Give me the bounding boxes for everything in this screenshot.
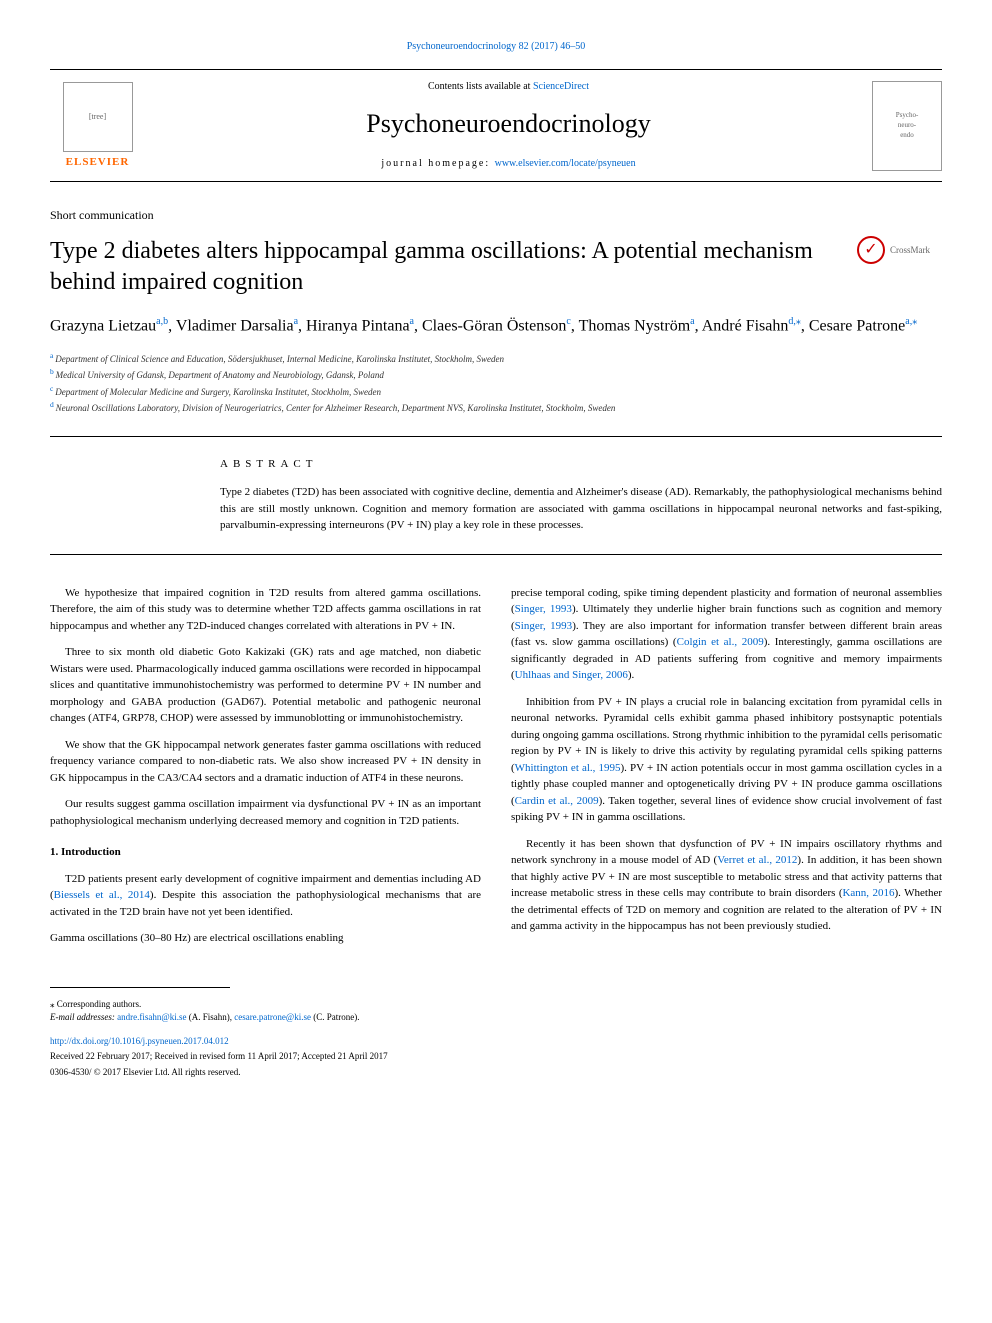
authors-list: Grazyna Lietzaua,b, Vladimer Darsaliaa, … xyxy=(50,314,942,338)
crossmark-icon: ✓ xyxy=(857,236,885,264)
doi-link[interactable]: http://dx.doi.org/10.1016/j.psyneuen.201… xyxy=(50,1035,942,1048)
body-paragraph: Three to six month old diabetic Goto Kak… xyxy=(50,644,481,727)
citation[interactable]: Colgin et al., 2009 xyxy=(677,636,764,648)
email2-name: (C. Patrone). xyxy=(311,1012,360,1022)
article-type: Short communication xyxy=(50,207,942,224)
author-affiliation-ref: a,b xyxy=(156,316,168,327)
author: Hiranya Pintana xyxy=(306,317,410,334)
body-paragraph: precise temporal coding, spike timing de… xyxy=(511,585,942,684)
affiliations-list: a Department of Clinical Science and Edu… xyxy=(50,350,942,416)
affiliation: a Department of Clinical Science and Edu… xyxy=(50,350,942,367)
body-paragraph: Gamma oscillations (30–80 Hz) are electr… xyxy=(50,930,481,947)
citation[interactable]: Singer, 1993 xyxy=(515,620,573,632)
body-paragraph: We show that the GK hippocampal network … xyxy=(50,737,481,787)
author-affiliation-ref: d,⁎ xyxy=(788,316,801,327)
author-affiliation-ref: a xyxy=(690,316,694,327)
corresponding-authors: ⁎ Corresponding authors. xyxy=(50,998,942,1012)
elsevier-text: ELSEVIER xyxy=(66,155,130,170)
citation[interactable]: Whittington et al., 1995 xyxy=(515,762,621,774)
body-paragraph: T2D patients present early development o… xyxy=(50,871,481,921)
section-heading: 1. Introduction xyxy=(50,844,481,861)
author: Claes-Göran Östenson xyxy=(422,317,566,334)
article-title: Type 2 diabetes alters hippocampal gamma… xyxy=(50,236,837,298)
abstract-heading: ABSTRACT xyxy=(220,457,942,472)
contents-available: Contents lists available at ScienceDirec… xyxy=(145,80,872,94)
email-line: E-mail addresses: andre.fisahn@ki.se (A.… xyxy=(50,1011,942,1025)
citation[interactable]: Singer, 1993 xyxy=(515,603,572,615)
journal-homepage: journal homepage: www.elsevier.com/locat… xyxy=(145,157,872,171)
affiliation: c Department of Molecular Medicine and S… xyxy=(50,383,942,400)
journal-cover-icon: Psycho-neuro-endo xyxy=(872,81,942,171)
citation[interactable]: Cardin et al., 2009 xyxy=(515,795,599,807)
author-affiliation-ref: a,⁎ xyxy=(905,316,917,327)
journal-reference: Psychoneuroendocrinology 82 (2017) 46–50 xyxy=(50,40,942,54)
footer-separator xyxy=(50,987,230,988)
email1-name: (A. Fisahn), xyxy=(186,1012,234,1022)
author: Thomas Nyström xyxy=(579,317,691,334)
homepage-link[interactable]: www.elsevier.com/locate/psyneuen xyxy=(495,158,636,169)
contents-prefix: Contents lists available at xyxy=(428,81,533,92)
body-paragraph: We hypothesize that impaired cognition i… xyxy=(50,585,481,635)
author-affiliation-ref: c xyxy=(566,316,570,327)
author-affiliation-ref: a xyxy=(410,316,414,327)
abstract-text: Type 2 diabetes (T2D) has been associate… xyxy=(220,484,942,534)
sciencedirect-link[interactable]: ScienceDirect xyxy=(533,81,589,92)
affiliation: d Neuronal Oscillations Laboratory, Divi… xyxy=(50,399,942,416)
author: Vladimer Darsalia xyxy=(176,317,294,334)
copyright: 0306-4530/ © 2017 Elsevier Ltd. All righ… xyxy=(50,1066,942,1079)
email-patrone[interactable]: cesare.patrone@ki.se xyxy=(234,1012,311,1022)
right-column: precise temporal coding, spike timing de… xyxy=(511,585,942,957)
email-label: E-mail addresses: xyxy=(50,1012,117,1022)
body-paragraph: Our results suggest gamma oscillation im… xyxy=(50,796,481,829)
body-paragraph: Recently it has been shown that dysfunct… xyxy=(511,836,942,935)
abstract-section: ABSTRACT Type 2 diabetes (T2D) has been … xyxy=(50,436,942,555)
email-fisahn[interactable]: andre.fisahn@ki.se xyxy=(117,1012,186,1022)
journal-name: Psychoneuroendocrinology xyxy=(145,106,872,142)
crossmark-badge[interactable]: ✓ CrossMark xyxy=(857,236,942,264)
left-column: We hypothesize that impaired cognition i… xyxy=(50,585,481,957)
body-paragraph: Inhibition from PV + IN plays a crucial … xyxy=(511,694,942,826)
journal-header: [tree] ELSEVIER Contents lists available… xyxy=(50,69,942,182)
title-row: Type 2 diabetes alters hippocampal gamma… xyxy=(50,236,942,298)
author-affiliation-ref: a xyxy=(294,316,298,327)
header-center: Contents lists available at ScienceDirec… xyxy=(145,80,872,171)
citation[interactable]: Kann, 2016 xyxy=(842,887,894,899)
author: André Fisahn xyxy=(702,317,789,334)
citation[interactable]: Biessels et al., 2014 xyxy=(54,889,150,901)
homepage-prefix: journal homepage: xyxy=(381,158,494,169)
citation[interactable]: Uhlhaas and Singer, 2006 xyxy=(515,669,628,681)
elsevier-tree-icon: [tree] xyxy=(63,82,133,152)
author: Cesare Patrone xyxy=(809,317,905,334)
received-dates: Received 22 February 2017; Received in r… xyxy=(50,1050,942,1063)
affiliation: b Medical University of Gdansk, Departme… xyxy=(50,366,942,383)
author: Grazyna Lietzau xyxy=(50,317,156,334)
citation[interactable]: Verret et al., 2012 xyxy=(717,854,797,866)
elsevier-logo[interactable]: [tree] ELSEVIER xyxy=(50,82,145,170)
footer-notes: ⁎ Corresponding authors. E-mail addresse… xyxy=(50,998,942,1025)
crossmark-text: CrossMark xyxy=(890,244,930,257)
body-columns: We hypothesize that impaired cognition i… xyxy=(50,585,942,957)
